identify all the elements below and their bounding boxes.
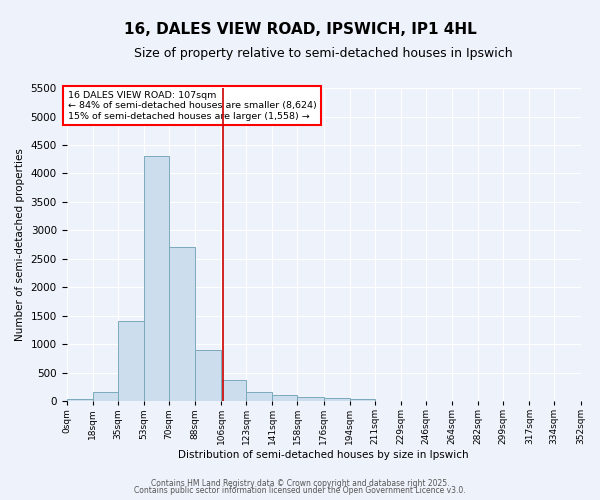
Bar <box>350 400 374 401</box>
Bar <box>272 395 297 401</box>
Bar <box>169 248 195 401</box>
Bar <box>144 156 169 401</box>
Text: 16, DALES VIEW ROAD, IPSWICH, IP1 4HL: 16, DALES VIEW ROAD, IPSWICH, IP1 4HL <box>124 22 476 38</box>
X-axis label: Distribution of semi-detached houses by size in Ipswich: Distribution of semi-detached houses by … <box>178 450 469 460</box>
Title: Size of property relative to semi-detached houses in Ipswich: Size of property relative to semi-detach… <box>134 48 513 60</box>
Text: 16 DALES VIEW ROAD: 107sqm
← 84% of semi-detached houses are smaller (8,624)
15%: 16 DALES VIEW ROAD: 107sqm ← 84% of semi… <box>68 91 317 120</box>
Y-axis label: Number of semi-detached properties: Number of semi-detached properties <box>15 148 25 341</box>
Bar <box>297 396 323 401</box>
Bar <box>93 392 118 401</box>
Bar <box>246 392 272 401</box>
Bar <box>195 350 221 401</box>
Bar <box>323 398 350 401</box>
Text: Contains public sector information licensed under the Open Government Licence v3: Contains public sector information licen… <box>134 486 466 495</box>
Bar <box>67 400 93 401</box>
Bar <box>221 380 246 401</box>
Bar <box>118 322 144 401</box>
Text: Contains HM Land Registry data © Crown copyright and database right 2025.: Contains HM Land Registry data © Crown c… <box>151 478 449 488</box>
